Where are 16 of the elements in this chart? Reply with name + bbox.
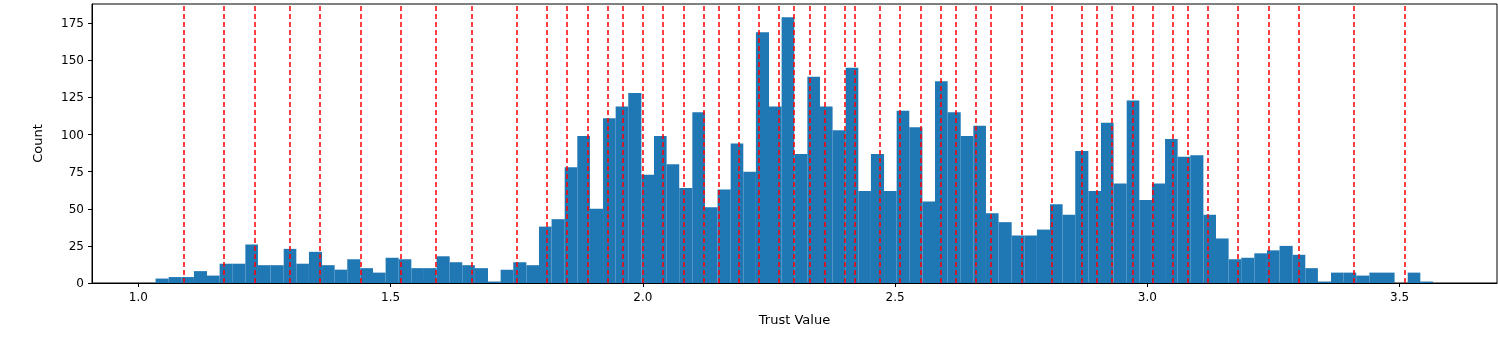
x-tick-label: 1.0 <box>128 290 148 304</box>
x-tick-label: 3.0 <box>1137 290 1157 304</box>
y-tick-label: 150 <box>61 53 84 68</box>
y-tick-label: 100 <box>61 127 84 142</box>
x-axis-title: Trust Value <box>757 312 831 327</box>
y-tick-label: 125 <box>61 90 84 105</box>
x-tick-label: 3.5 <box>1390 290 1410 304</box>
x-tick-label: 1.5 <box>381 290 401 304</box>
y-tick-label: 175 <box>61 16 84 31</box>
x-tick-label: 2.5 <box>885 290 905 304</box>
y-axis-title: Count <box>30 124 45 163</box>
y-tick-label: 25 <box>68 238 84 253</box>
y-tick-label: 0 <box>76 276 84 290</box>
y-tick-label: 50 <box>68 201 84 216</box>
x-tick-label: 2.0 <box>633 290 653 304</box>
y-tick-label: 75 <box>68 164 84 179</box>
